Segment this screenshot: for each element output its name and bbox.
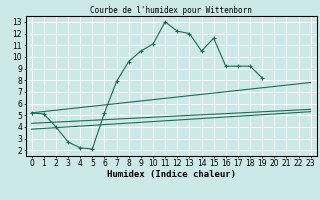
Title: Courbe de l'humidex pour Wittenborn: Courbe de l'humidex pour Wittenborn — [90, 6, 252, 15]
X-axis label: Humidex (Indice chaleur): Humidex (Indice chaleur) — [107, 170, 236, 179]
